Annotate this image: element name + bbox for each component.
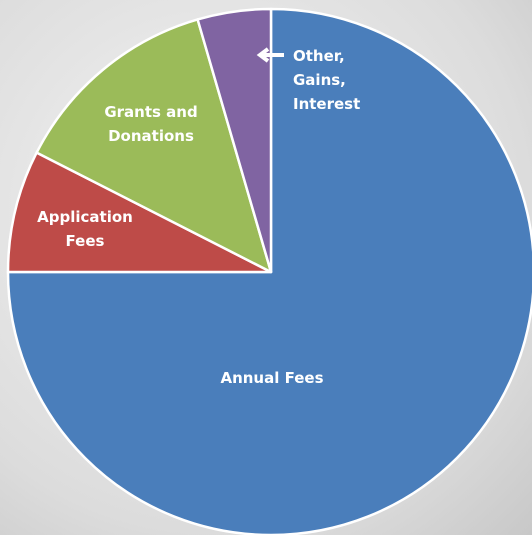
- slice-label: Application Fees: [37, 208, 133, 250]
- slice-label: Annual Fees: [220, 369, 324, 387]
- pie-slice: [6, 7, 532, 535]
- callout-arrow: [256, 47, 284, 63]
- pie-slice: [35, 18, 273, 274]
- slice-label: Grants and Donations: [104, 103, 198, 145]
- pie-slice: [6, 151, 273, 274]
- pie-slice: [196, 7, 273, 274]
- slice-label: Other, Gains, Interest: [293, 47, 361, 113]
